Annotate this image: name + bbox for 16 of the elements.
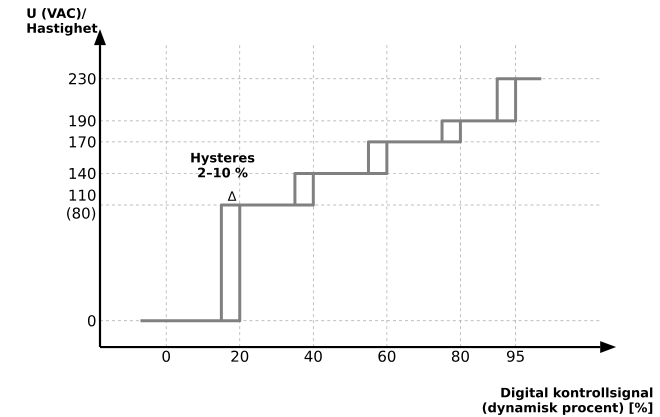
x-tick-label: 95 — [507, 350, 524, 362]
x-tick-label: 60 — [378, 350, 396, 362]
y-tick-label: 0 — [88, 315, 96, 326]
x-tick-label: 80 — [452, 350, 469, 362]
annotation: Δ — [228, 191, 236, 201]
y-tick-label: 190 — [70, 115, 96, 126]
annotation: Hysteres 2–10 % — [191, 152, 254, 178]
y-tick-label: 110 (80) — [67, 189, 96, 220]
x-tick-label: 0 — [162, 350, 170, 362]
y-axis-title: U (VAC)/ Hastighet — [27, 8, 98, 36]
y-tick-label: 170 — [70, 136, 96, 148]
y-tick-label: 140 — [70, 168, 96, 180]
x-tick-label: 40 — [304, 350, 322, 362]
x-tick-label: 20 — [231, 350, 248, 362]
x-axis-title: Digital kontrollsignal (dynamisk procent) [%] — [482, 387, 652, 415]
y-tick-label: 230 — [69, 73, 96, 84]
